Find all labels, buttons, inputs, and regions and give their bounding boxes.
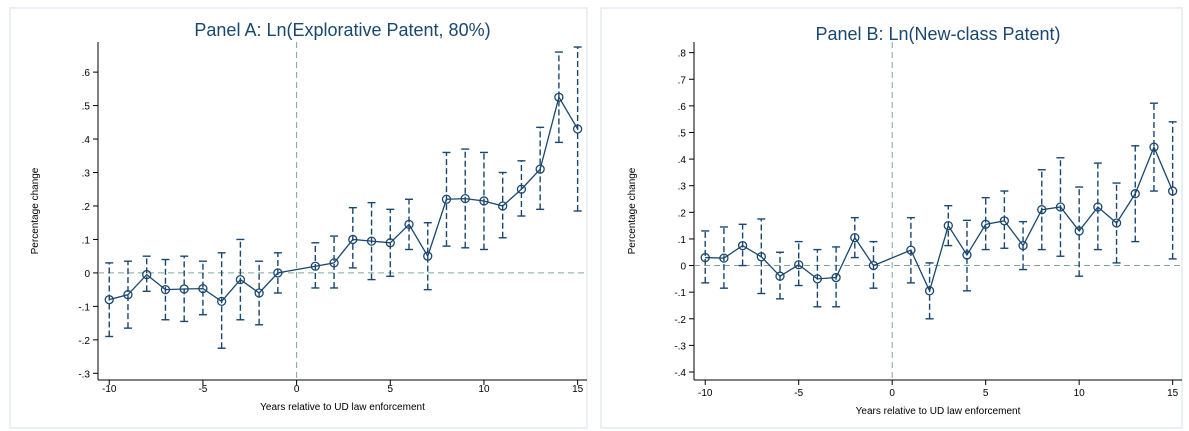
data-point bbox=[254, 288, 264, 298]
data-point bbox=[104, 295, 114, 305]
x-tick-label: 10 bbox=[1074, 388, 1086, 399]
data-point bbox=[535, 164, 545, 174]
data-point bbox=[423, 251, 433, 261]
graph-frame bbox=[9, 7, 588, 429]
data-point bbox=[700, 252, 710, 263]
y-tick-label: .6 bbox=[678, 102, 687, 113]
data-point bbox=[1037, 205, 1047, 215]
data-point bbox=[775, 271, 785, 281]
y-tick-label: .1 bbox=[82, 235, 91, 246]
x-tick-label: -5 bbox=[794, 388, 803, 399]
data-point bbox=[310, 261, 320, 271]
x-tick-label: 5 bbox=[983, 388, 989, 399]
y-tick-label: .6 bbox=[82, 68, 91, 79]
data-point bbox=[142, 269, 152, 280]
data-point bbox=[850, 232, 860, 243]
graph-frame bbox=[600, 7, 1183, 429]
data-point bbox=[756, 252, 766, 262]
data-point bbox=[366, 236, 377, 246]
data-point bbox=[235, 274, 246, 285]
data-point bbox=[719, 253, 729, 263]
data-point bbox=[348, 234, 358, 245]
data-point bbox=[1130, 189, 1140, 199]
series-line bbox=[705, 145, 1174, 293]
y-tick-label: .4 bbox=[82, 135, 91, 146]
data-point bbox=[123, 290, 133, 300]
y-tick-label: -.1 bbox=[78, 302, 90, 313]
data-point bbox=[460, 193, 470, 204]
data-point bbox=[906, 245, 916, 255]
x-tick-label: 0 bbox=[889, 388, 895, 399]
x-tick-label: 15 bbox=[572, 384, 584, 395]
y-tick-label: -.3 bbox=[674, 341, 686, 352]
data-point bbox=[943, 220, 953, 231]
x-axis-label: Years relative to UD law enforcement bbox=[260, 402, 425, 413]
y-tick-label: .5 bbox=[678, 128, 687, 139]
y-tick-label: .2 bbox=[82, 202, 91, 213]
y-axis-label: Percentage change bbox=[627, 167, 638, 254]
data-point bbox=[554, 92, 564, 102]
x-tick-label: -10 bbox=[698, 388, 713, 399]
panel-a-chart: Panel A: Ln(Explorative Patent, 80%) -.3 -… bbox=[0, 0, 594, 431]
panel-b-svg: Panel B: Ln(New-class Patent) -.4 -.3 -.2 -.… bbox=[600, 7, 1183, 429]
data-point bbox=[794, 260, 804, 270]
y-tick-label: .3 bbox=[678, 182, 687, 193]
data-point bbox=[217, 296, 227, 307]
y-tick-label: .4 bbox=[678, 155, 687, 166]
y-tick-label: .7 bbox=[678, 75, 687, 86]
data-point bbox=[198, 283, 208, 294]
data-point bbox=[385, 238, 395, 248]
data-point bbox=[1055, 202, 1066, 212]
data-point bbox=[404, 219, 414, 230]
y-tick-label: 0 bbox=[680, 262, 686, 273]
data-point bbox=[868, 260, 879, 271]
y-tick-label: .1 bbox=[678, 235, 687, 246]
series-line bbox=[109, 95, 579, 303]
y-tick-label: .8 bbox=[678, 49, 687, 60]
data-point bbox=[1018, 240, 1028, 251]
y-tick-label: -.4 bbox=[674, 368, 686, 379]
x-tick-label: 10 bbox=[478, 384, 490, 395]
data-point bbox=[962, 250, 972, 260]
data-point bbox=[1168, 186, 1178, 196]
x-tick-label: 0 bbox=[294, 384, 300, 395]
data-point bbox=[160, 284, 171, 295]
data-point bbox=[1149, 142, 1159, 152]
x-tick-label: -10 bbox=[102, 384, 117, 395]
data-point bbox=[329, 258, 339, 268]
y-tick-label: .3 bbox=[82, 169, 91, 180]
panel-b-chart: Panel B: Ln(New-class Patent) -.4 -.3 -.2 -.… bbox=[595, 0, 1189, 431]
data-point bbox=[441, 194, 452, 204]
data-point bbox=[572, 124, 583, 134]
x-tick-label: 5 bbox=[387, 384, 393, 395]
data-point bbox=[737, 240, 748, 251]
y-tick-label: -.2 bbox=[78, 336, 90, 347]
y-tick-label: 0 bbox=[84, 269, 90, 280]
data-point bbox=[981, 219, 991, 229]
data-point bbox=[1074, 226, 1084, 236]
data-point bbox=[1093, 202, 1103, 212]
data-point bbox=[1111, 218, 1122, 228]
chart-title: Panel A: Ln(Explorative Patent, 80%) bbox=[194, 20, 490, 40]
y-axis-label: Percentage change bbox=[30, 167, 41, 254]
data-point bbox=[812, 274, 823, 284]
panel-a-svg: Panel A: Ln(Explorative Patent, 80%) -.3 -… bbox=[9, 7, 588, 429]
data-point bbox=[999, 216, 1010, 226]
y-tick-label: .2 bbox=[678, 208, 687, 219]
y-tick-label: -.3 bbox=[78, 369, 90, 380]
data-point bbox=[498, 201, 508, 211]
y-tick-label: -.1 bbox=[674, 288, 686, 299]
data-point bbox=[831, 272, 841, 283]
data-point bbox=[924, 286, 935, 296]
data-point bbox=[273, 268, 283, 278]
chart-title: Panel B: Ln(New-class Patent) bbox=[815, 24, 1060, 44]
data-point bbox=[479, 196, 489, 206]
y-tick-label: .5 bbox=[82, 102, 91, 113]
x-tick-label: -5 bbox=[198, 384, 207, 395]
data-point bbox=[179, 284, 189, 294]
y-tick-label: -.2 bbox=[674, 315, 686, 326]
data-point bbox=[516, 184, 527, 194]
x-tick-label: 15 bbox=[1167, 388, 1179, 399]
x-axis-label: Years relative to UD law enforcement bbox=[856, 406, 1021, 417]
